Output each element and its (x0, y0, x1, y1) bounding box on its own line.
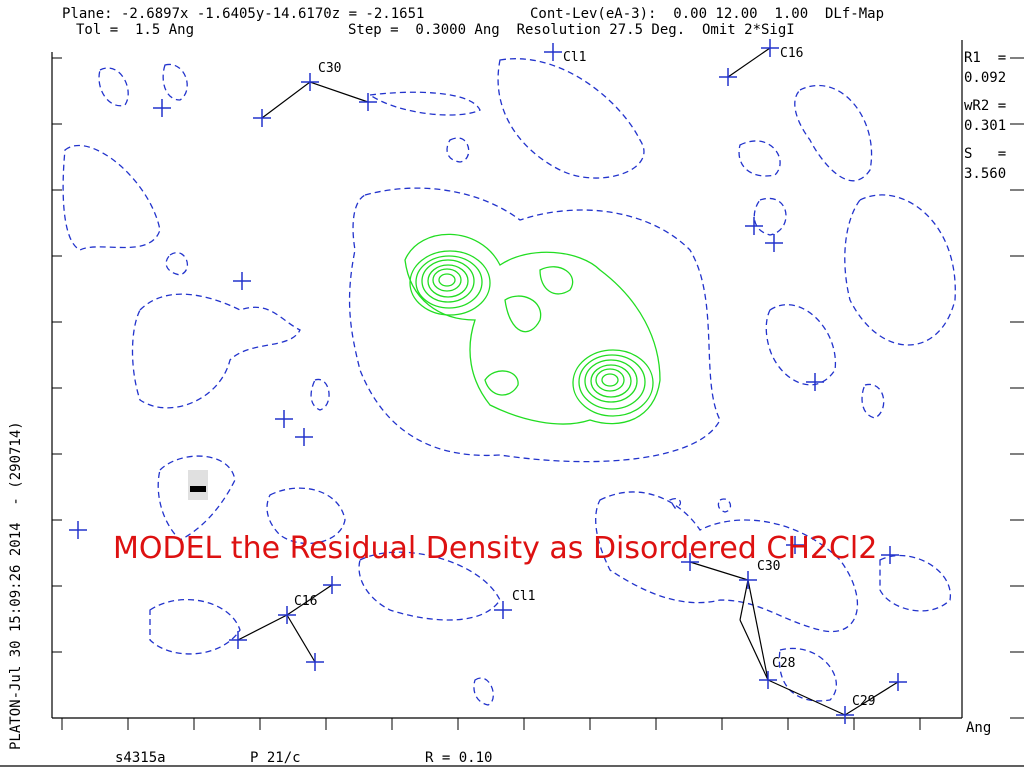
wr2-value: 0.301 (964, 118, 1006, 134)
atom-label: C16 (780, 46, 803, 61)
atom-label: Cl1 (563, 50, 586, 65)
s-label: S = (964, 146, 1006, 162)
vertical-label: PLATON-Jul 30 15:09:26 2014 - (290714) (8, 421, 24, 750)
atom-label: C30 (757, 559, 780, 574)
atom-label: C16 (294, 594, 317, 609)
peaks (69, 39, 907, 724)
footer-name: s4315a (115, 750, 166, 766)
atom-label: C28 (772, 656, 795, 671)
header-left-1: Plane: -2.6897x -1.6405y-14.6170z = -2.1… (62, 6, 424, 22)
footer-r: R = 0.10 (425, 750, 492, 766)
negative-contours (62, 58, 956, 706)
s-value: 3.560 (964, 166, 1006, 182)
r1-value: 0.092 (964, 70, 1006, 86)
header-right-1: Cont-Lev(eA-3): 0.00 12.00 1.00 DLf-Map (530, 6, 884, 22)
r1-label: R1 = (964, 50, 1006, 66)
unit-label: Ang (966, 720, 991, 736)
wr2-label: wR2 = (964, 98, 1006, 114)
header-left-2: Tol = 1.5 Ang (76, 22, 194, 38)
header-right-2: Step = 0.3000 Ang Resolution 27.5 Deg. O… (348, 22, 795, 38)
footer-group: P 21/c (250, 750, 301, 766)
cursor-icon-bar (190, 486, 206, 492)
atom-label: Cl1 (512, 589, 535, 604)
atom-label: C29 (852, 694, 875, 709)
ticks (52, 57, 1024, 730)
positive-contours (404, 233, 661, 425)
atom-label: C30 (318, 61, 341, 76)
annotation: MODEL the Residual Density as Disordered… (113, 531, 877, 566)
frame (0, 40, 1024, 767)
cursor-icon (188, 470, 208, 500)
